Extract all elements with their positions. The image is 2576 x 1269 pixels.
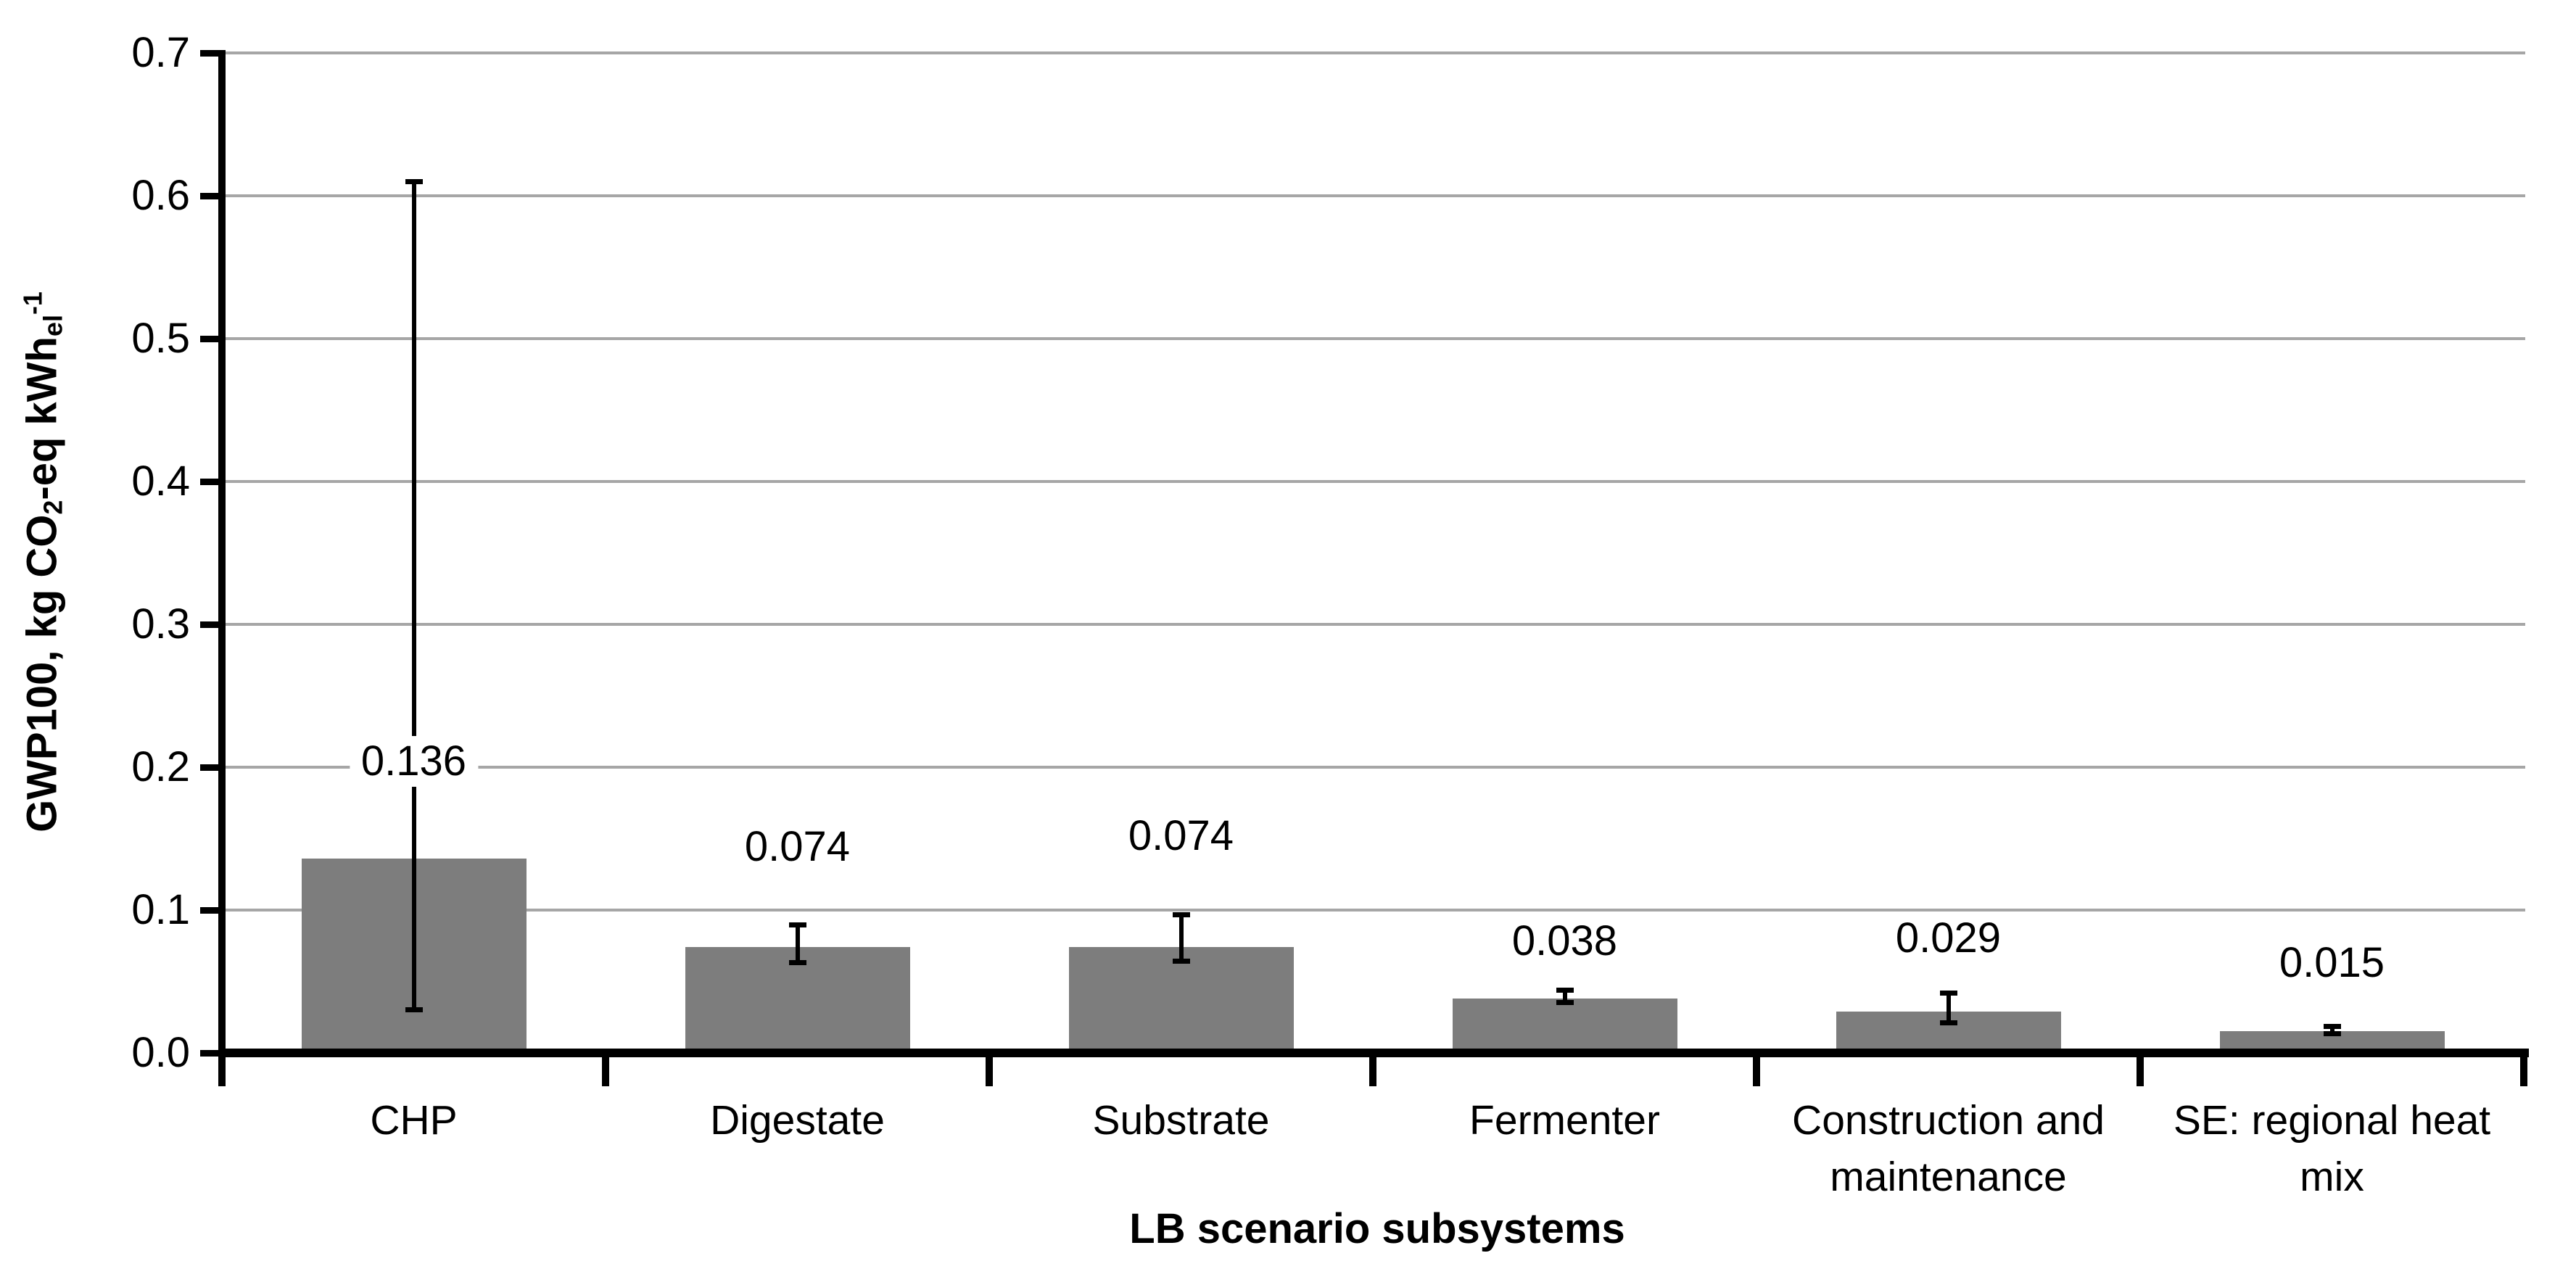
data-label: 0.074 [732, 822, 862, 873]
x-category-label: Fermenter [1469, 1097, 1660, 1144]
y-axis-title-sup: -1 [17, 292, 48, 315]
bar [1452, 999, 1677, 1054]
y-axis-title-text: GWP100, kg CO [18, 514, 66, 832]
y-axis-title-sub: 2 [38, 500, 68, 515]
x-tick [1369, 1049, 1376, 1086]
y-axis-title-text: -eq kWh [18, 336, 66, 500]
y-tick-label: 0.0 [131, 1029, 190, 1076]
y-tick [200, 193, 226, 199]
error-bar [1178, 914, 1184, 962]
x-category-label: Digestate [710, 1097, 885, 1144]
y-tick-label: 0.5 [131, 315, 190, 362]
error-bar-cap-bottom [788, 959, 806, 965]
x-tick [986, 1049, 993, 1086]
y-tick [200, 621, 226, 628]
y-gridline [222, 337, 2525, 340]
y-gridline [222, 480, 2525, 483]
error-bar [795, 924, 800, 963]
y-axis-line [218, 51, 226, 1057]
y-tick [200, 479, 226, 485]
y-gridline [222, 766, 2525, 769]
bar [1068, 947, 1294, 1054]
y-tick-label: 0.3 [131, 600, 190, 648]
error-bar-cap-bottom [2323, 1031, 2341, 1037]
y-tick-label: 0.2 [131, 743, 190, 790]
error-bar-cap-top [1556, 988, 1574, 993]
y-tick [200, 907, 226, 914]
error-bar-cap-bottom [1939, 1020, 1957, 1025]
data-label: 0.136 [349, 736, 479, 788]
error-bar-cap-bottom [405, 1006, 423, 1012]
x-tick [1753, 1049, 1760, 1086]
y-axis-title: GWP100, kg CO2-eq kWhel-1 [17, 292, 72, 832]
x-tick [218, 1049, 226, 1086]
y-tick-label: 0.6 [131, 172, 190, 219]
error-bar [1946, 993, 1951, 1023]
error-bar-cap-top [405, 179, 423, 185]
y-tick-label: 0.7 [131, 29, 190, 76]
x-tick [2520, 1049, 2527, 1086]
y-axis-title-sub: el [38, 315, 68, 337]
x-tick [602, 1049, 609, 1086]
y-tick-label: 0.4 [131, 458, 190, 505]
x-category-label: Substrate [1092, 1097, 1270, 1144]
error-bar-cap-bottom [1172, 958, 1190, 964]
error-bar-cap-top [2323, 1023, 2341, 1029]
y-tick [200, 1050, 226, 1057]
error-bar [1562, 990, 1567, 1004]
x-tick [2137, 1049, 2144, 1086]
error-bar-cap-bottom [1556, 1000, 1574, 1006]
data-label: 0.029 [1883, 913, 2013, 964]
data-label: 0.015 [2267, 937, 2397, 988]
y-tick [200, 336, 226, 342]
y-gridline [222, 909, 2525, 912]
error-bar [411, 181, 416, 1010]
data-label: 0.074 [1116, 810, 1246, 861]
error-bar-cap-top [1172, 912, 1190, 917]
data-label: 0.038 [1500, 916, 1630, 967]
x-axis-title: LB scenario subsystems [1129, 1205, 1625, 1252]
y-tick-label: 0.1 [131, 886, 190, 933]
error-bar [2329, 1025, 2334, 1035]
error-bar-cap-top [788, 922, 806, 927]
x-category-label: SE: regional heat mix [2173, 1097, 2491, 1200]
y-tick [200, 764, 226, 771]
y-gridline [222, 51, 2525, 54]
y-gridline [222, 623, 2525, 626]
error-bar-cap-top [1939, 991, 1957, 996]
y-gridline [222, 194, 2525, 197]
y-tick [200, 50, 226, 57]
x-category-label: Construction and maintenance [1792, 1097, 2105, 1200]
x-category-label: CHP [370, 1097, 458, 1144]
